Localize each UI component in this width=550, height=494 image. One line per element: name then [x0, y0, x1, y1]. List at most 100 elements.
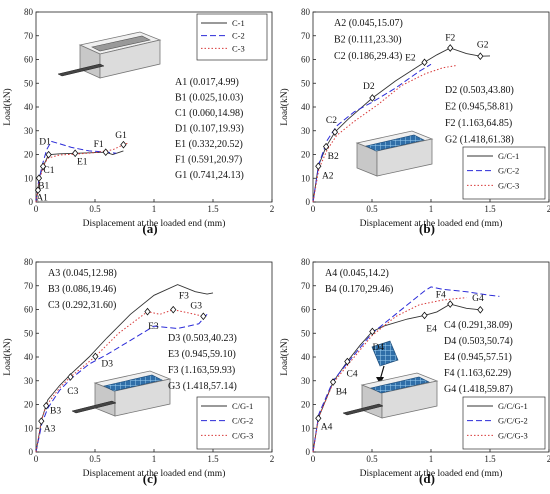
- x-tick-label: 1: [429, 454, 434, 464]
- key-point-label: F4: [436, 291, 446, 301]
- point-coordinate-annotation: D3 (0.503,40.23): [168, 333, 237, 344]
- point-coordinate-annotation: C4 (0.291,38.09): [444, 320, 512, 331]
- x-tick-label: 0: [311, 454, 316, 464]
- y-tick-label: 70: [24, 31, 34, 41]
- legend-entry: G/C-2: [498, 166, 519, 176]
- y-tick-label: 80: [24, 7, 34, 17]
- legend-entry: C/G-1: [232, 401, 253, 411]
- legend-entry: G/C-1: [498, 151, 519, 161]
- y-tick-label: 50: [24, 78, 34, 88]
- y-tick-label: 10: [301, 423, 311, 433]
- key-point-label: D2: [363, 82, 375, 92]
- key-point-marker: [39, 162, 47, 171]
- point-coordinate-annotation: E4 (0.945,57.51): [444, 352, 512, 363]
- x-tick-label: 1: [152, 454, 157, 464]
- y-tick-label: 40: [301, 352, 311, 362]
- x-tick-label: 0: [34, 204, 39, 214]
- key-point-marker: [38, 417, 45, 426]
- point-coordinate-annotation: F1 (0.591,20.97): [175, 155, 242, 166]
- x-axis-label: Displacement at the loaded end (mm): [360, 468, 503, 479]
- panel-label: (d): [419, 471, 435, 486]
- key-point-marker: [315, 162, 322, 171]
- x-tick-label: 0.5: [366, 204, 378, 214]
- key-point-marker: [447, 300, 454, 308]
- point-coordinate-annotation: A3 (0.045,12.98): [48, 268, 117, 279]
- series-line-2: [312, 63, 432, 203]
- key-point-marker: [315, 414, 322, 423]
- x-tick-label: 0.5: [89, 454, 101, 464]
- y-tick-label: 20: [301, 400, 311, 410]
- key-point-label: B1: [38, 181, 49, 191]
- point-coordinate-annotation: A4 (0.045,14.2): [325, 268, 389, 279]
- point-coordinate-annotation: C2 (0.186,29.43): [334, 51, 402, 62]
- point-coordinate-annotation: E2 (0.945,58.81): [445, 102, 513, 113]
- y-tick-label: 60: [24, 305, 34, 315]
- key-point-marker: [322, 142, 330, 151]
- y-tick-label: 60: [24, 55, 34, 65]
- y-tick-label: 20: [301, 150, 311, 160]
- key-point-label: A2: [322, 172, 334, 182]
- key-point-label: G3: [190, 302, 202, 312]
- point-coordinate-annotation: C3 (0.292,31.60): [48, 300, 116, 311]
- key-point-label: E3: [148, 322, 159, 332]
- y-tick-label: 70: [301, 281, 311, 291]
- y-tick-label: 80: [301, 257, 311, 267]
- y-tick-label: 10: [301, 173, 311, 183]
- key-point-label: A3: [44, 424, 56, 434]
- key-point-label: C1: [43, 166, 54, 176]
- legend-entry: G/C-3: [498, 180, 519, 190]
- x-tick-label: 1.5: [207, 454, 219, 464]
- point-coordinate-annotation: B3 (0.086,19.46): [48, 284, 116, 295]
- key-point-marker: [120, 140, 127, 149]
- point-coordinate-annotation: D4 (0.503,50.74): [444, 336, 513, 347]
- point-coordinate-annotation: A2 (0.045,15.07): [334, 18, 403, 29]
- y-tick-label: 40: [24, 352, 34, 362]
- y-axis-label: Load(kN): [279, 88, 290, 125]
- x-tick-label: 0.5: [89, 204, 101, 214]
- x-tick-label: 0.5: [366, 454, 378, 464]
- y-tick-label: 30: [24, 126, 34, 136]
- key-point-label: G2: [477, 40, 489, 50]
- key-point-label: D4: [372, 343, 384, 353]
- point-coordinate-annotation: D2 (0.503,43.80): [445, 85, 514, 96]
- key-point-marker: [369, 94, 376, 102]
- x-tick-label: 1: [152, 204, 157, 214]
- key-point-marker: [369, 327, 376, 336]
- y-tick-label: 10: [24, 423, 34, 433]
- key-point-marker: [421, 58, 428, 67]
- x-tick-label: 1: [429, 204, 434, 214]
- y-axis-label: Load(kN): [279, 338, 290, 375]
- point-coordinate-annotation: F4 (1.163,62.29): [444, 368, 511, 379]
- point-coordinate-annotation: G4 (1.418,59.87): [444, 384, 513, 395]
- series-line-1: [35, 284, 214, 453]
- y-tick-label: 40: [24, 102, 34, 112]
- y-tick-label: 70: [301, 31, 311, 41]
- x-axis-label: Displacement at the loaded end (mm): [360, 218, 503, 229]
- x-tick-label: 1.5: [484, 454, 496, 464]
- panel-label: (c): [143, 471, 157, 486]
- key-point-marker: [102, 148, 109, 157]
- x-tick-label: 0: [311, 204, 316, 214]
- key-point-marker: [170, 305, 177, 314]
- key-point-label: B4: [336, 388, 347, 398]
- x-tick-label: 1.5: [207, 204, 219, 214]
- key-point-label: E4: [426, 324, 437, 334]
- series-line-2: [35, 313, 208, 453]
- x-axis-label: Displacement at the loaded end (mm): [83, 218, 226, 229]
- x-tick-label: 2: [547, 454, 550, 464]
- key-point-marker: [331, 128, 339, 136]
- key-point-label: D3: [101, 360, 113, 370]
- point-coordinate-annotation: E3 (0.945,59.10): [168, 349, 236, 360]
- key-point-label: B3: [50, 407, 61, 417]
- key-point-marker: [92, 352, 99, 361]
- series-line-3: [312, 64, 458, 203]
- series-line-2: [35, 140, 117, 203]
- y-tick-label: 70: [24, 281, 34, 291]
- legend-entry: C-3: [232, 43, 245, 53]
- key-point-marker: [329, 378, 337, 386]
- key-point-marker: [344, 357, 351, 366]
- point-coordinate-annotation: C1 (0.060,14.98): [175, 108, 243, 119]
- x-tick-label: 2: [270, 204, 275, 214]
